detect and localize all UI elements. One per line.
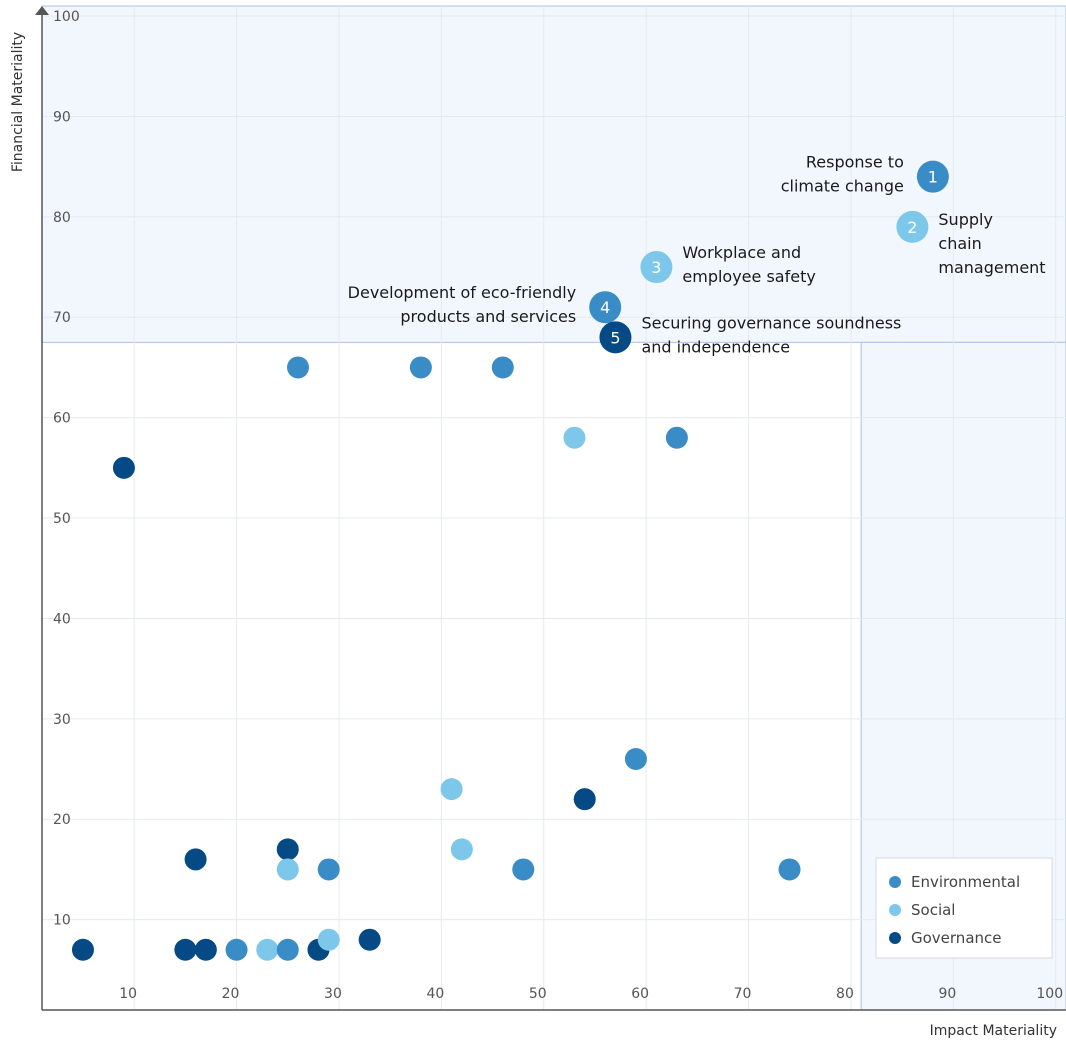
legend-box [875,857,1053,959]
x-tick-label: 80 [836,986,854,1002]
highlight-rank: 1 [928,168,938,187]
x-tick-label: 40 [426,986,444,1002]
y-tick-label: 80 [53,210,71,226]
highlight-issue-4: 4 Development of eco-friendly products and… [348,283,622,326]
high-financial-region [41,5,1066,343]
legend: Environmental Social Governance [875,857,1053,959]
y-tick-label: 70 [53,310,71,326]
data-point-environmental [276,938,299,961]
x-tick-label: 70 [734,986,752,1002]
grid-lines [42,6,1066,1010]
y-tick-label: 50 [53,511,71,527]
highlight-marker [640,251,673,284]
data-point-governance [71,938,94,961]
data-point-environmental [512,858,535,881]
data-point-environmental [665,426,688,449]
y-tick-label: 40 [53,611,71,627]
legend-swatch-social [889,904,901,916]
data-points [71,356,801,961]
data-point-social [563,426,586,449]
x-tick-label: 60 [631,986,649,1002]
legend-label: Governance [911,929,1002,947]
highlight-label-line: products and services [400,307,576,326]
x-tick-label: 100 [1036,986,1063,1002]
highlight-marker [589,291,622,324]
highlight-label-line: Securing governance soundness [641,313,901,332]
highlight-rank: 2 [907,218,917,237]
data-point-environmental [624,748,647,770]
data-point-governance [358,928,381,951]
highlight-issue-2: 2 Supply chain management [896,210,1046,277]
data-point-environmental [409,356,432,379]
y-tick-label: 30 [53,712,71,728]
data-point-environmental [225,938,248,961]
data-point-social [256,938,279,961]
highlight-rank: 4 [600,298,610,317]
highlight-issue-1: 1 Response to climate change [781,153,949,196]
legend-swatch-environmental [889,876,901,888]
highlight-marker [599,321,632,354]
highlight-label-line: Supply [938,210,993,229]
highlight-rank: 3 [651,258,661,277]
x-tick-label: 30 [324,986,342,1002]
x-tick-label: 90 [938,986,956,1002]
data-point-governance [573,788,596,811]
highlight-issue-3: 3 Workplace and employee safety [640,243,816,286]
data-point-social [450,838,473,861]
highlight-label-line: Workplace and [682,243,801,262]
highlight-label-line: climate change [781,177,904,196]
highlighted-issues: 1 Response to climate change 2 Supply chain ma… [348,153,1046,357]
y-tick-label: 100 [53,9,80,25]
data-point-environmental [491,356,514,379]
x-tick-label: 10 [119,986,137,1002]
legend-swatch-governance [889,932,901,944]
legend-label: Social [911,901,955,919]
highlight-regions [41,5,1066,1011]
legend-label: Environmental [911,873,1020,891]
data-point-governance [194,938,217,961]
highlight-label-line: employee safety [682,267,815,286]
x-tick-label: 20 [222,986,240,1002]
data-point-governance [174,938,197,961]
highlight-label-line: management [938,258,1045,277]
y-axis-title: Financial Materiality [10,32,26,172]
y-axis-arrow [35,6,49,15]
y-tick-label: 20 [53,812,71,828]
y-tick-label: 60 [53,411,71,427]
data-point-governance [112,456,135,479]
highlight-issue-5: 5 Securing governance soundness and indepe… [599,313,901,356]
axes [35,6,1066,1011]
data-point-social [317,928,340,951]
highlight-marker [916,160,949,193]
data-point-social [276,858,299,881]
highlight-label-line: Development of eco-friendly [348,283,577,302]
x-axis-title: Impact Materiality [930,1023,1057,1039]
highlight-label-line: Response to [806,153,904,172]
data-point-environmental [778,858,801,881]
tick-labels: 10 20 30 40 50 60 70 80 90 100 10 20 30 40 50 60 70 80 90 1… [53,9,1063,1002]
y-tick-label: 90 [53,109,71,125]
y-tick-label: 10 [53,913,71,929]
highlight-rank: 5 [610,328,620,347]
highlight-label-line: chain [938,234,981,253]
data-point-social [440,778,463,801]
data-point-environmental [287,356,309,379]
data-point-governance [184,848,207,871]
x-tick-label: 50 [529,986,547,1002]
highlight-marker [896,210,929,243]
highlight-label-line: and independence [641,337,790,356]
data-point-governance [276,838,299,861]
data-point-environmental [317,858,340,881]
